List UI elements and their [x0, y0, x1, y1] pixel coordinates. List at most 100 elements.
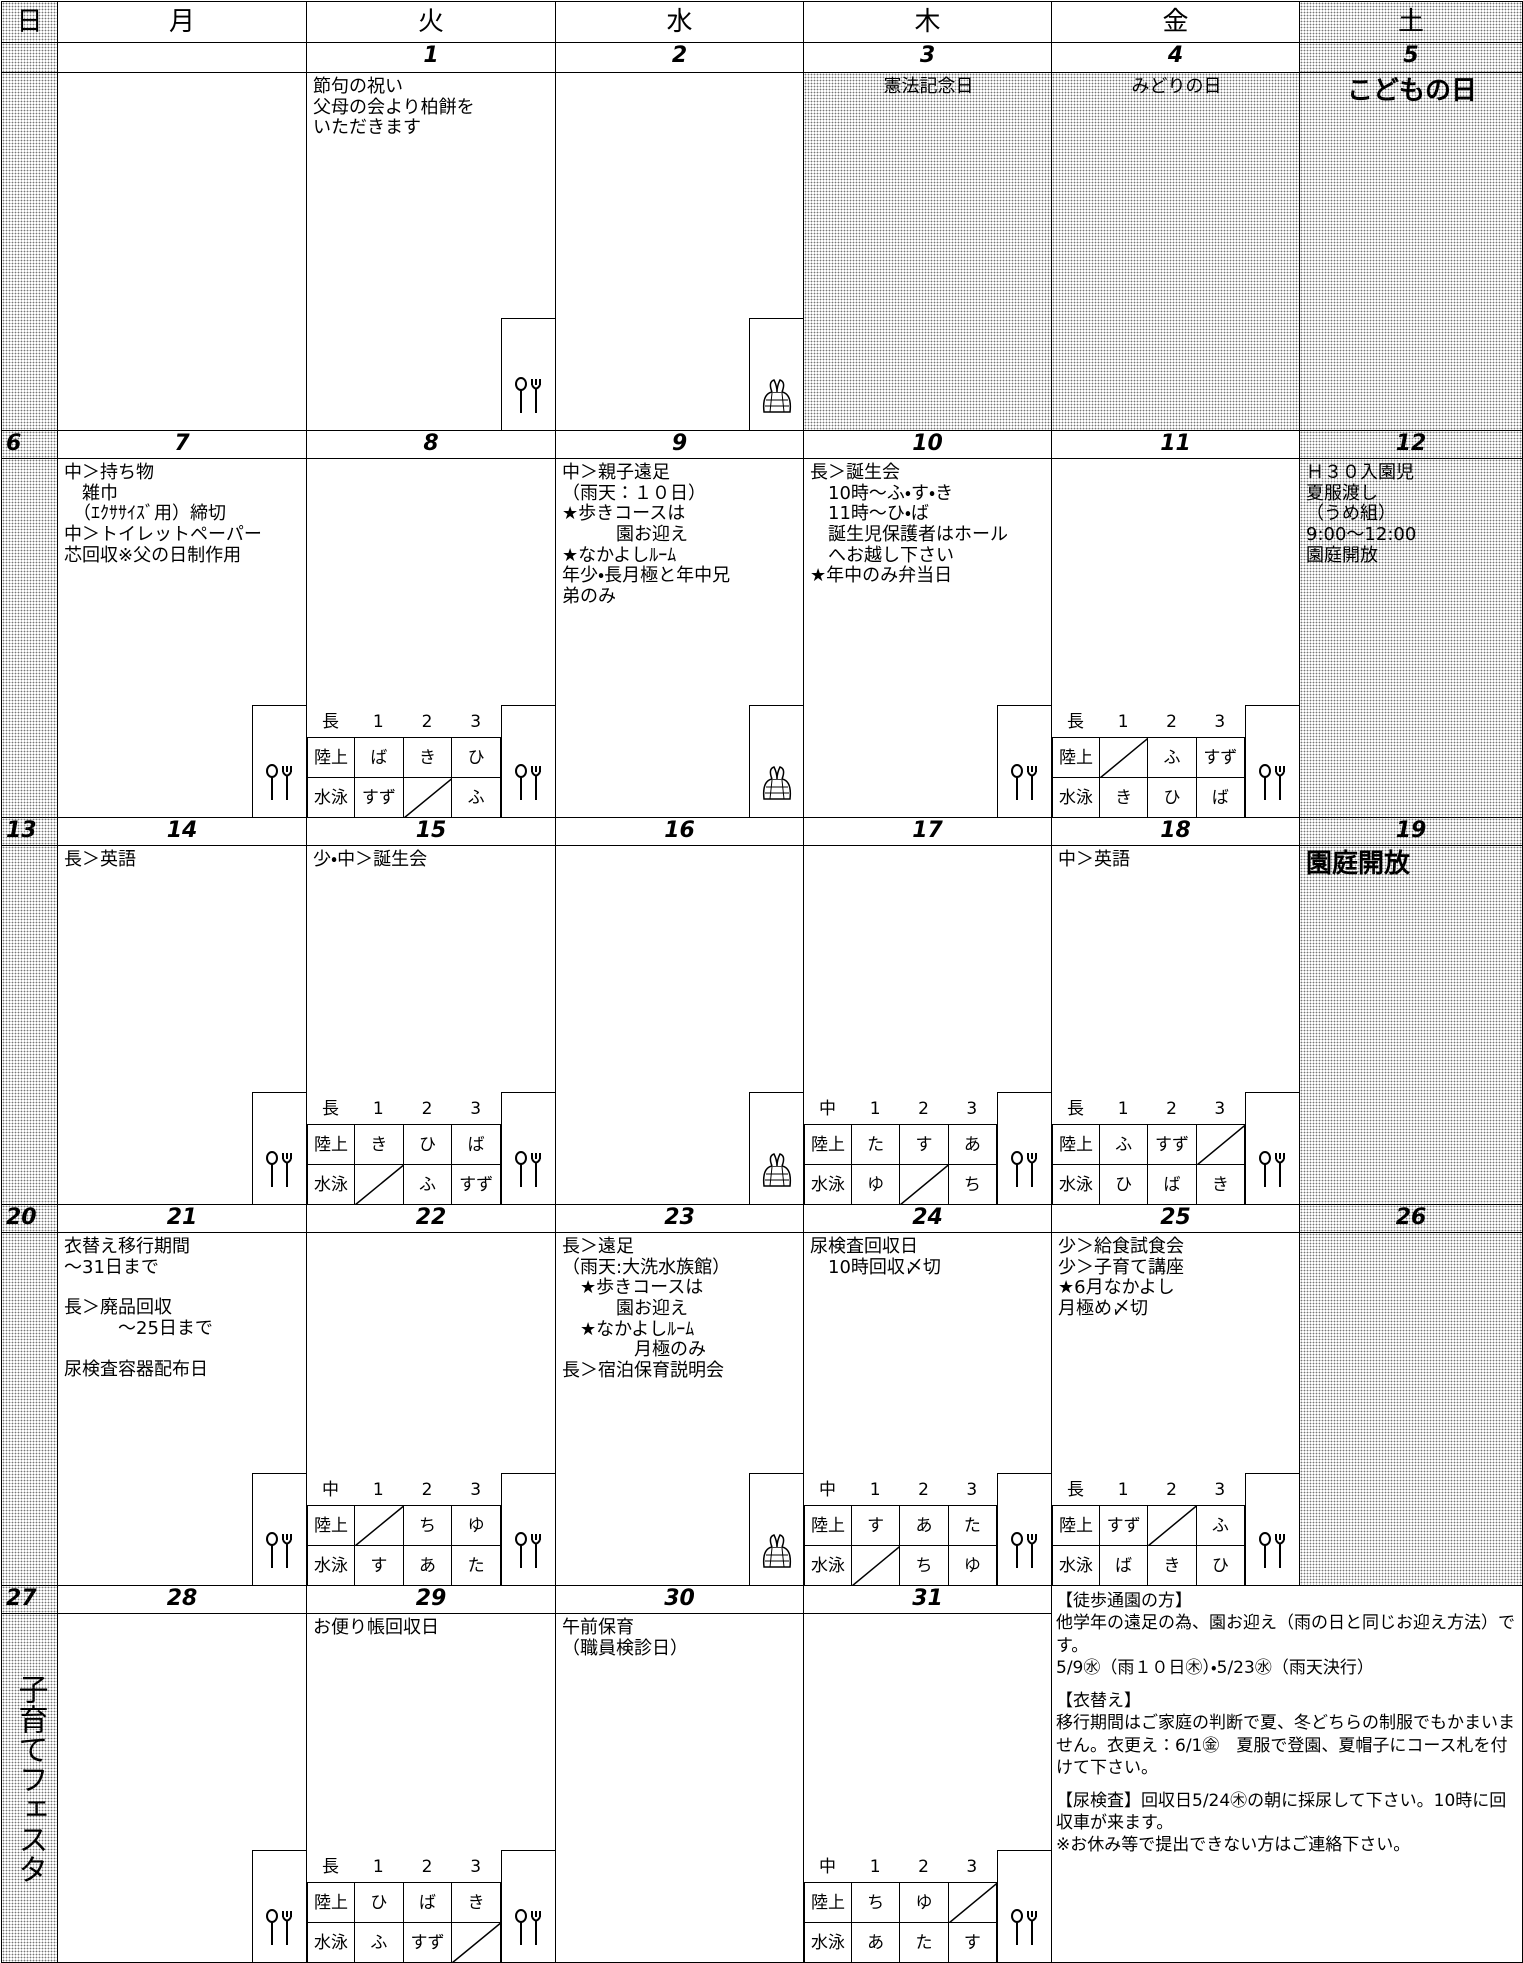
sunday-date-cell: 13	[1, 817, 58, 846]
duty-cell: 水泳	[307, 777, 355, 818]
duty-header: 2	[1166, 1099, 1177, 1119]
duty-cell: き	[402, 737, 453, 778]
date-cell: 29	[306, 1585, 556, 1614]
notes: 憲法記念日	[810, 76, 1047, 118]
duty-header: 2	[918, 1480, 929, 1500]
note: 憲法記念日	[883, 76, 974, 97]
duty-header: 3	[966, 1857, 978, 1877]
cutlery-icon	[515, 1151, 541, 1187]
duty-cell: 陸上	[804, 1882, 852, 1923]
diagonal	[852, 1546, 901, 1586]
note: 長＞廃品回収 ～25日まで	[64, 1297, 213, 1340]
day-cell: 長＞英語	[57, 845, 307, 1205]
date-cell: 25	[1051, 1204, 1300, 1233]
duty-table: 中 1 2 3 陸上ちゆ水泳あたす	[804, 1852, 997, 1963]
date-cell: 31	[803, 1585, 1052, 1614]
duty-cell: す	[947, 1922, 997, 1963]
icon-box	[501, 1850, 555, 1962]
date-cell: 22	[306, 1204, 556, 1233]
duty-cell: ふ	[354, 1922, 404, 1963]
day-cell: 中＞持ち物 雑巾 （ｴｸｻｻｲｽﾞ用）締切 中＞トイレットペーパー 芯回収※父の…	[57, 458, 307, 818]
notes: 長＞英語	[64, 849, 302, 891]
note: 中＞親子遠足 （雨天：１０日） ★歩きコースは 園お迎え ★なかよしﾙｰﾑ 年少…	[562, 462, 731, 608]
notes: 中＞持ち物 雑巾 （ｴｸｻｻｲｽﾞ用）締切 中＞トイレットペーパー 芯回収※父の…	[64, 462, 302, 586]
day-header: 日	[1, 1, 58, 43]
note: 尿検査回収日 10時回収〆切	[810, 1236, 941, 1278]
icon-box	[749, 705, 803, 817]
day-cell: Ｈ３０入園児 夏服渡し （うめ組） 9:00～12:00 園庭開放	[1299, 458, 1523, 818]
note: 長＞遠足 （雨天:大洗水族館） ★歩きコースは 園お迎え ★なかよしﾙｰﾑ 月極…	[562, 1236, 731, 1382]
day-cell: 長＞遠足 （雨天:大洗水族館） ★歩きコースは 園お迎え ★なかよしﾙｰﾑ 月極…	[555, 1232, 804, 1586]
cutlery-icon	[1259, 1532, 1285, 1568]
duty-cell: あ	[851, 1922, 901, 1963]
duty-cell: ち	[851, 1882, 901, 1923]
duty-cell: ゆ	[899, 1882, 949, 1923]
duty-cell: た	[851, 1124, 901, 1165]
day-cell: 中 1 2 3 陸上ちゆ水泳あたす	[803, 1613, 1052, 1963]
duty-cell: ふ	[1147, 737, 1197, 778]
cutlery-icon	[266, 1151, 292, 1187]
duty-cell: ふ	[451, 777, 501, 818]
duty-header: 3	[1214, 1099, 1226, 1119]
duty-cell: す	[354, 1545, 404, 1586]
duty-header: 1	[372, 1099, 384, 1119]
icon-box	[749, 318, 803, 430]
duty-cell: き	[354, 1124, 404, 1165]
duty-cell: 水泳	[804, 1922, 852, 1963]
notes: みどりの日	[1058, 76, 1295, 118]
duty-cell: き	[451, 1882, 501, 1923]
duty-cell: ふ	[1195, 1505, 1245, 1546]
icon-box	[1245, 1092, 1299, 1204]
notes: Ｈ３０入園児 夏服渡し （うめ組） 9:00～12:00 園庭開放	[1306, 462, 1518, 586]
notes: お便り帳回収日	[313, 1617, 551, 1659]
date-cell: 3	[803, 42, 1052, 73]
day-cell: 長 1 2 3 陸上 ふすず 水泳きひば	[1051, 458, 1300, 818]
note: 中＞持ち物 雑巾 （ｴｸｻｻｲｽﾞ用）締切 中＞トイレットペーパー 芯回収※父の…	[64, 462, 262, 566]
date-cell: 7	[57, 430, 307, 459]
date-cell: 19	[1299, 817, 1523, 846]
duty-table: 長 1 2 3 陸上 すず ふ水泳ばきひ	[1052, 1475, 1245, 1586]
note: みどりの日	[1131, 76, 1222, 97]
duty-cell: す	[899, 1124, 949, 1165]
duty-cell: 陸上	[307, 1505, 355, 1546]
icon-box	[501, 705, 555, 817]
duty-cell: ひ	[354, 1882, 404, 1923]
notes: 少＞給食試食会 少＞子育て講座 ★6月なかよし 月極め〆切	[1058, 1236, 1295, 1340]
duty-cell: 水泳	[1052, 777, 1100, 818]
duty-cell: す	[851, 1505, 901, 1546]
duty-cell: き	[1099, 777, 1149, 818]
icon-box	[501, 318, 555, 430]
date-cell: 21	[57, 1204, 307, 1233]
sunday-date-cell	[1, 42, 58, 73]
duty-header: 2	[918, 1857, 929, 1877]
sunday-date-cell: 6	[1, 430, 58, 459]
day-cell: 尿検査回収日 10時回収〆切中 1 2 3 陸上すあた水泳 ちゆ	[803, 1232, 1052, 1586]
day-cell: 中 1 2 3 陸上 ちゆ水泳すあた	[306, 1232, 556, 1586]
duty-cell: ふ	[1099, 1124, 1149, 1165]
note: 園庭開放	[1306, 849, 1411, 879]
note: 中＞英語	[1058, 849, 1130, 870]
cutlery-icon	[266, 1532, 292, 1568]
day-cell	[555, 72, 804, 431]
date-cell: 9	[555, 430, 804, 459]
duty-cell	[354, 1505, 404, 1546]
duty-cell: 陸上	[1052, 1505, 1100, 1546]
day-cell: 中＞英語長 1 2 3 陸上ふすず 水泳ひばき	[1051, 845, 1300, 1205]
duty-cell: すず	[1099, 1505, 1149, 1546]
duty-cell: 水泳	[804, 1164, 852, 1205]
cutlery-icon	[515, 1909, 541, 1945]
notes: 尿検査回収日 10時回収〆切	[810, 1236, 1047, 1298]
day-cell: お便り帳回収日長 1 2 3 陸上ひばき水泳ふすず	[306, 1613, 556, 1963]
duty-header: 2	[918, 1099, 929, 1119]
day-cell: 園庭開放	[1299, 845, 1523, 1205]
icon-box	[749, 1092, 803, 1204]
day-cell: 少・中＞誕生会長 1 2 3 陸上きひば水泳 ふすず	[306, 845, 556, 1205]
duty-cell: 陸上	[1052, 1124, 1100, 1165]
duty-table: 長 1 2 3 陸上 ふすず 水泳きひば	[1052, 707, 1245, 818]
duty-cell	[947, 1882, 997, 1923]
icon-box	[749, 1473, 803, 1585]
note: 少＞給食試食会 少＞子育て講座 ★6月なかよし 月極め〆切	[1058, 1236, 1184, 1320]
duty-table: 長 1 2 3 陸上ばきひ水泳 すず ふ	[307, 707, 501, 818]
duty-cell	[1099, 737, 1149, 778]
